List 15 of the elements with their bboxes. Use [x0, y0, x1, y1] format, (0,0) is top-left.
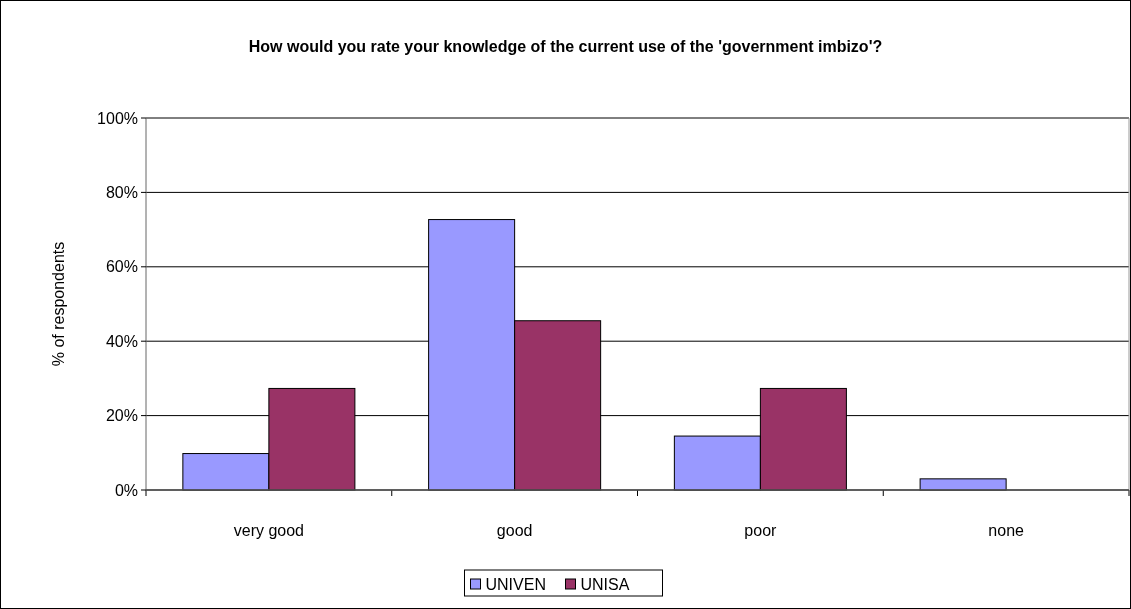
y-tick-label: 100%	[97, 109, 138, 127]
x-tick-label: very good	[233, 522, 305, 539]
legend-label: UNIVEN	[485, 575, 546, 593]
x-tick-label: poor	[744, 522, 778, 539]
legend-label: UNISA	[580, 575, 630, 593]
y-axis-title: % of respondents	[50, 241, 67, 367]
chart-title: How would you rate your knowledge of the current use of the 'government imbizo'?	[248, 38, 883, 55]
y-tick-label: 0%	[114, 481, 138, 499]
y-tick-label: 60%	[105, 258, 138, 276]
bar	[919, 478, 1007, 491]
y-tick-label: 40%	[105, 332, 138, 350]
y-tick-label: 20%	[105, 407, 138, 425]
x-tick-label: none	[988, 522, 1025, 539]
y-tick-label: 80%	[105, 184, 138, 201]
x-tick-label: good	[496, 522, 533, 539]
